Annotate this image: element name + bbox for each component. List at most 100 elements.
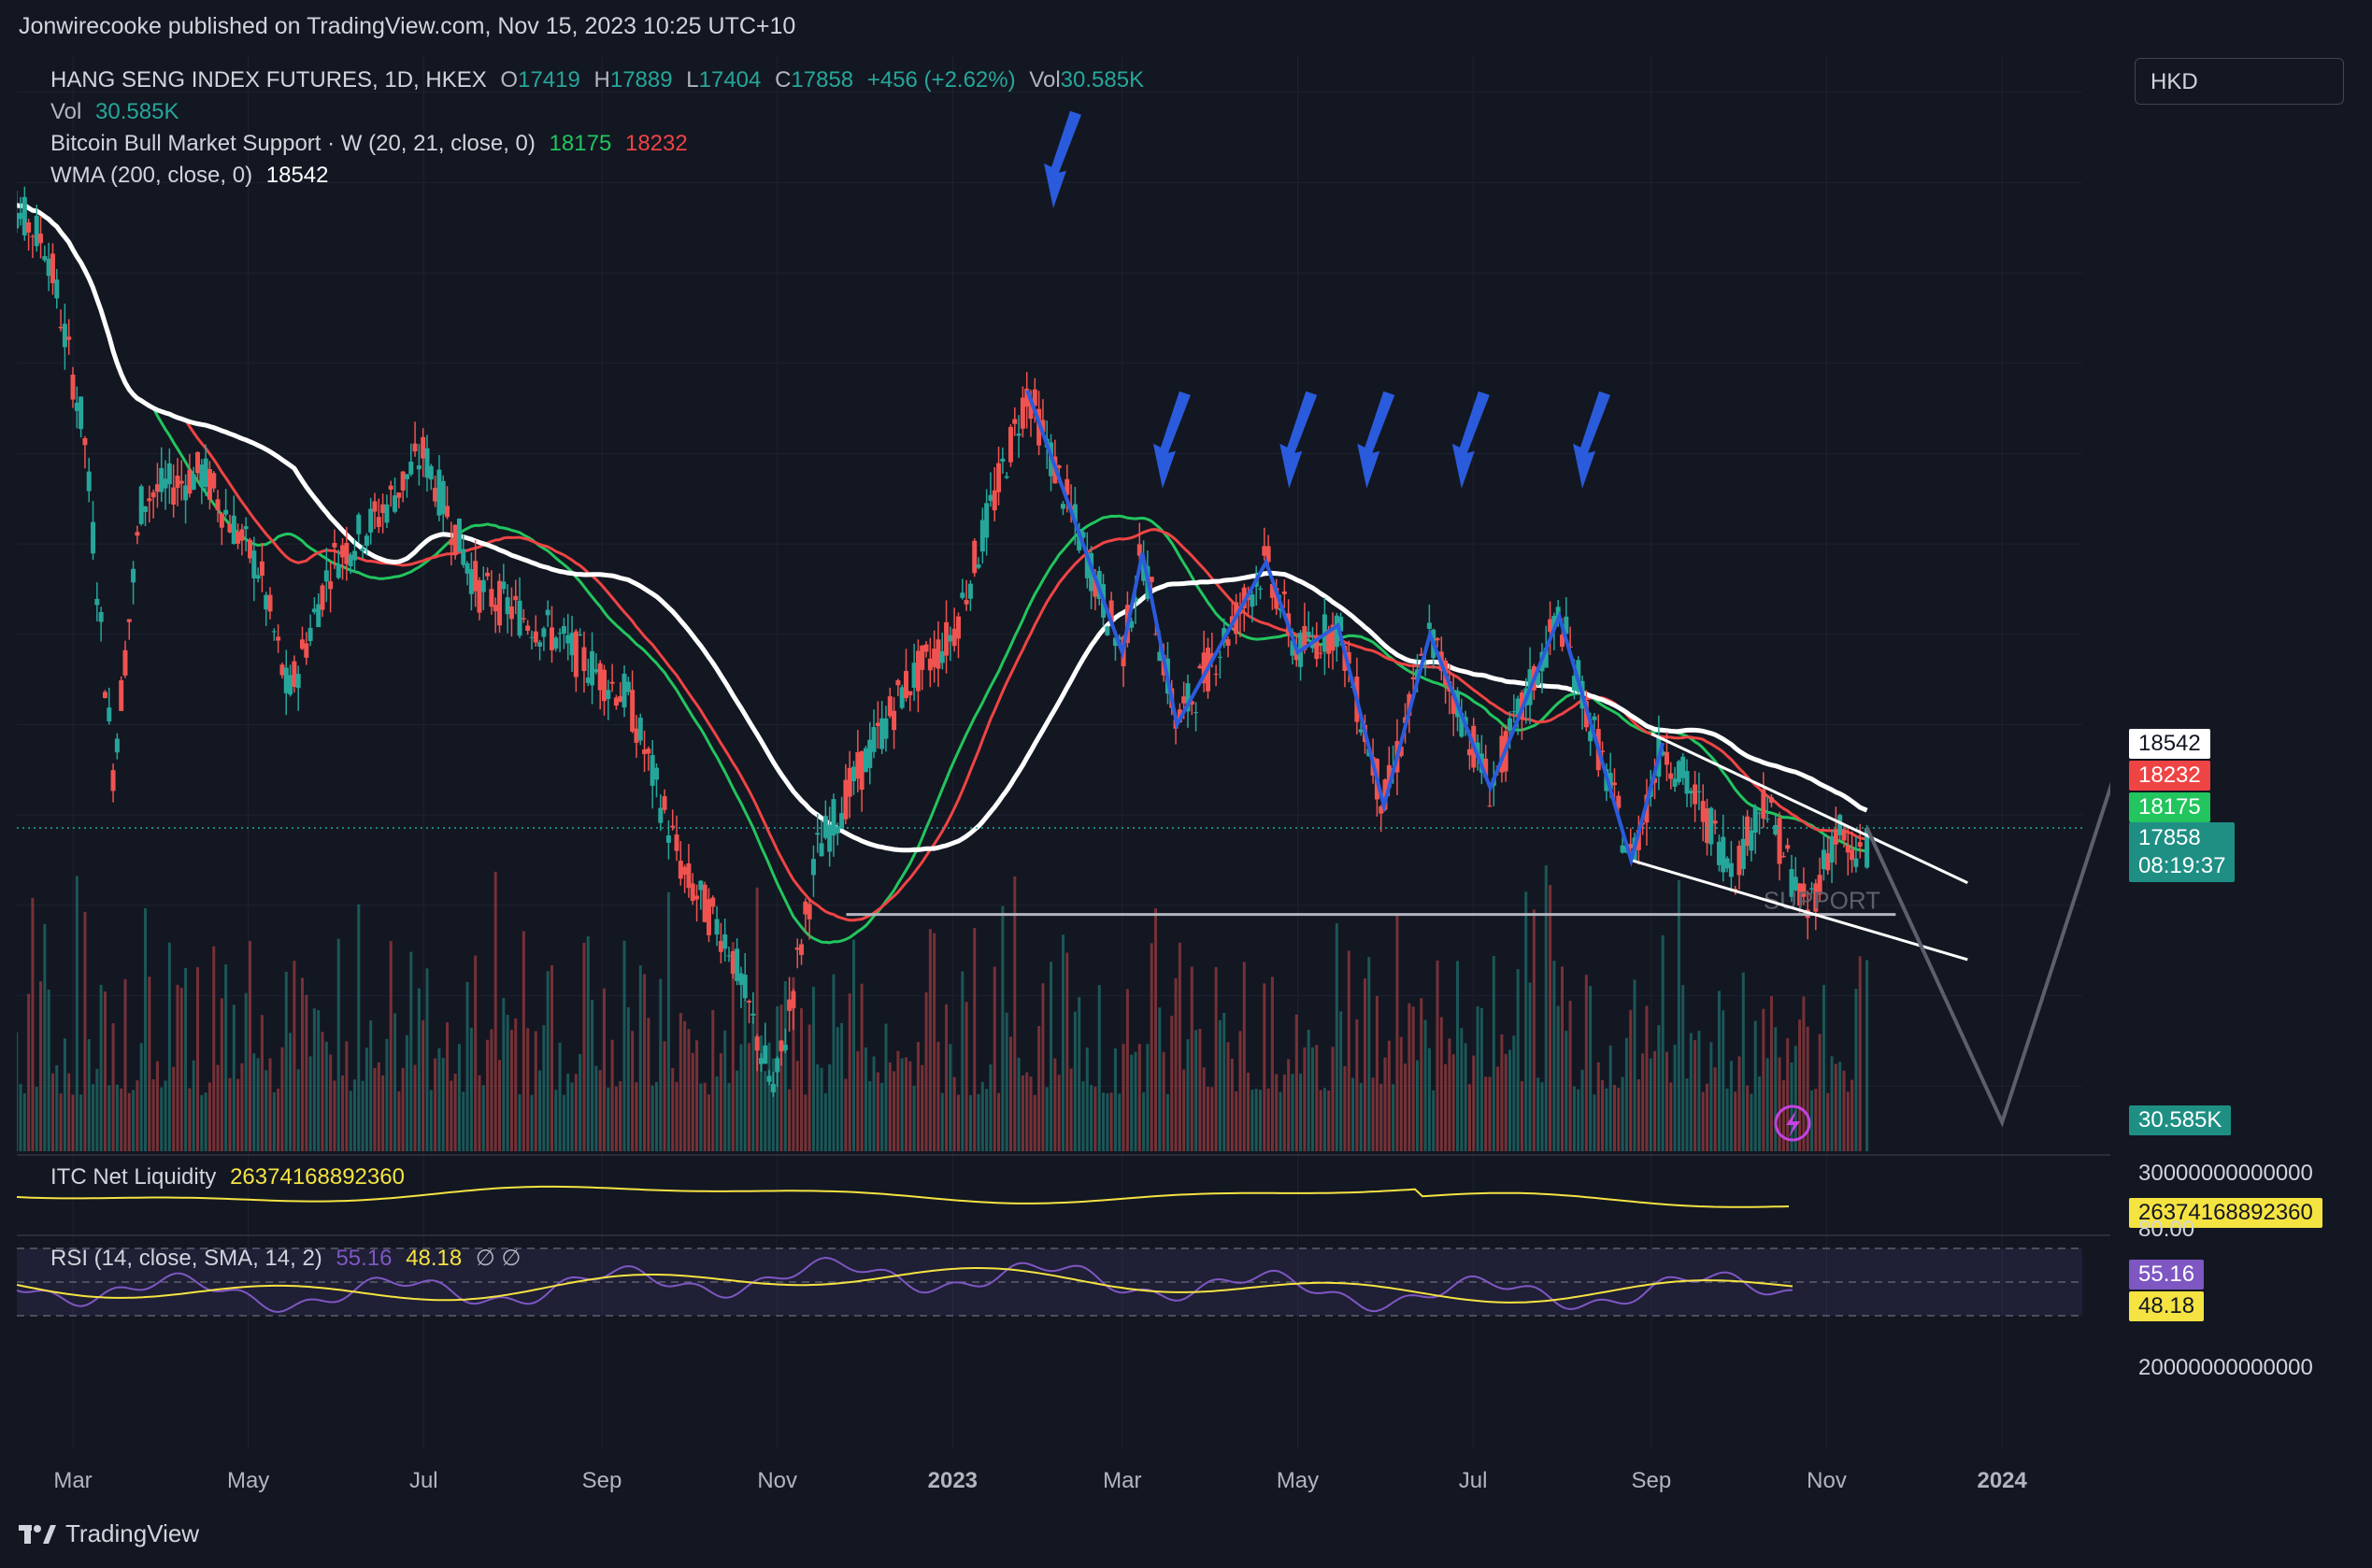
volume-bar xyxy=(1210,1087,1214,1151)
candle-body xyxy=(1571,676,1577,691)
volume-bar xyxy=(997,1092,1001,1151)
candle-body xyxy=(50,253,55,284)
volume-bar xyxy=(1001,905,1005,1151)
volume-bar xyxy=(1858,956,1862,1151)
candle-body xyxy=(473,561,479,592)
candle-body xyxy=(1700,801,1706,822)
volume-bar xyxy=(823,1092,827,1151)
candle-body xyxy=(686,862,692,889)
volume-bar xyxy=(83,911,87,1151)
volume-legend[interactable]: Vol 30.585K xyxy=(50,99,186,125)
change-value: +456 (+2.62%) xyxy=(866,67,1016,93)
rsi-line xyxy=(17,1256,1793,1314)
volume-bar xyxy=(321,1032,324,1151)
volume-bar xyxy=(1134,1051,1137,1151)
candle-body xyxy=(66,336,72,340)
candle-body xyxy=(1809,888,1815,890)
volume-bar xyxy=(949,1044,952,1151)
candle-body xyxy=(404,474,409,479)
symbol-legend[interactable]: HANG SENG INDEX FUTURES, 1D, HKEX O17419… xyxy=(50,67,1151,93)
volume-bar xyxy=(836,1027,839,1151)
candle-body xyxy=(1511,711,1517,713)
volume-bar xyxy=(736,1070,739,1151)
volume-bar xyxy=(928,929,932,1151)
candle-body xyxy=(138,486,144,524)
volume-bar xyxy=(832,974,836,1151)
volume-bar xyxy=(1154,907,1158,1151)
candle-body xyxy=(485,572,491,577)
volume-bar xyxy=(844,1078,848,1151)
candle-body xyxy=(163,478,168,489)
volume-bar xyxy=(1432,1090,1436,1151)
candle-body xyxy=(1386,764,1392,788)
volume-bar xyxy=(985,1089,989,1151)
candle-body xyxy=(1435,637,1440,641)
volume-bar xyxy=(1484,1076,1488,1151)
volume-bar xyxy=(240,1062,244,1151)
candle-body xyxy=(742,975,748,999)
bmsb-legend[interactable]: Bitcoin Bull Market Support · W (20, 21,… xyxy=(50,131,695,157)
candle-body xyxy=(295,674,301,689)
candle-body xyxy=(609,681,615,684)
volume-bar xyxy=(373,1067,377,1151)
itc-scale-top: 30000000000000 xyxy=(2138,1161,2313,1186)
volume-bar xyxy=(289,1033,293,1151)
volume-bar xyxy=(1520,1080,1523,1151)
volume-bar xyxy=(542,1025,546,1151)
candle-body xyxy=(1768,797,1774,803)
candle-body xyxy=(662,796,667,810)
candle-body xyxy=(964,600,969,605)
chart-canvas[interactable]: 1500016000170001800019000200002100022000… xyxy=(17,56,2110,1503)
candle-body xyxy=(622,674,627,708)
rsi-legend[interactable]: RSI (14, close, SMA, 14, 2) 55.16 48.18 … xyxy=(50,1245,528,1272)
volume-bar xyxy=(1404,1063,1407,1151)
candle-body xyxy=(456,519,462,552)
volume-bar xyxy=(1556,1005,1560,1151)
down-arrow-icon xyxy=(1451,391,1490,489)
volume-bar xyxy=(703,1082,707,1151)
volume-bar xyxy=(952,1076,956,1151)
volume-bar xyxy=(1263,983,1266,1151)
volume-bar xyxy=(352,1079,356,1151)
volume-bar xyxy=(1685,1078,1689,1151)
candle-body xyxy=(368,508,374,533)
volume-bar xyxy=(912,1085,916,1151)
candle-body xyxy=(537,642,543,647)
candle-body xyxy=(533,631,538,643)
volume-bar xyxy=(671,1068,675,1151)
candle-body xyxy=(461,549,466,565)
candle-body xyxy=(1793,877,1798,891)
candle-body xyxy=(1108,600,1114,622)
low-label: L xyxy=(686,67,699,93)
volume-bar xyxy=(1608,1045,1612,1151)
volume-bar xyxy=(582,942,586,1151)
volume-bar xyxy=(1230,1058,1234,1151)
chart-area[interactable]: 1500016000170001800019000200002100022000… xyxy=(17,56,2110,1503)
candle-body xyxy=(735,948,740,981)
volume-bar xyxy=(1142,1091,1146,1151)
candle-body xyxy=(147,498,152,502)
volume-bar xyxy=(1729,1061,1733,1151)
volume-bar xyxy=(602,988,606,1151)
wma-legend[interactable]: WMA (200, close, 0) 18542 xyxy=(50,163,336,189)
volume-bar xyxy=(1617,1088,1621,1151)
volume-bar xyxy=(1830,1056,1834,1151)
publisher-line: Jonwirecooke published on TradingView.co… xyxy=(19,13,796,39)
volume-bar xyxy=(50,1073,54,1151)
volume-bar xyxy=(570,1082,574,1151)
candle-body xyxy=(356,514,362,535)
itc-legend[interactable]: ITC Net Liquidity 26374168892360 xyxy=(50,1164,412,1190)
volume-bar xyxy=(1500,1033,1504,1151)
volume-bar xyxy=(1050,962,1053,1151)
currency-selector[interactable]: HKD xyxy=(2135,58,2344,105)
wma-label: WMA (200, close, 0) xyxy=(50,163,253,188)
itc-label: ITC Net Liquidity xyxy=(50,1164,217,1190)
candle-body xyxy=(1007,426,1013,463)
volume-bar xyxy=(31,897,35,1151)
symbol-name[interactable]: HANG SENG INDEX FUTURES, 1D, HKEX xyxy=(50,67,487,93)
volume-bar xyxy=(731,942,735,1151)
volume-bar xyxy=(1029,1076,1033,1151)
candle-body xyxy=(1426,622,1432,629)
volume-bar xyxy=(1846,1091,1850,1151)
tradingview-logo[interactable]: TradingView xyxy=(19,1519,199,1548)
